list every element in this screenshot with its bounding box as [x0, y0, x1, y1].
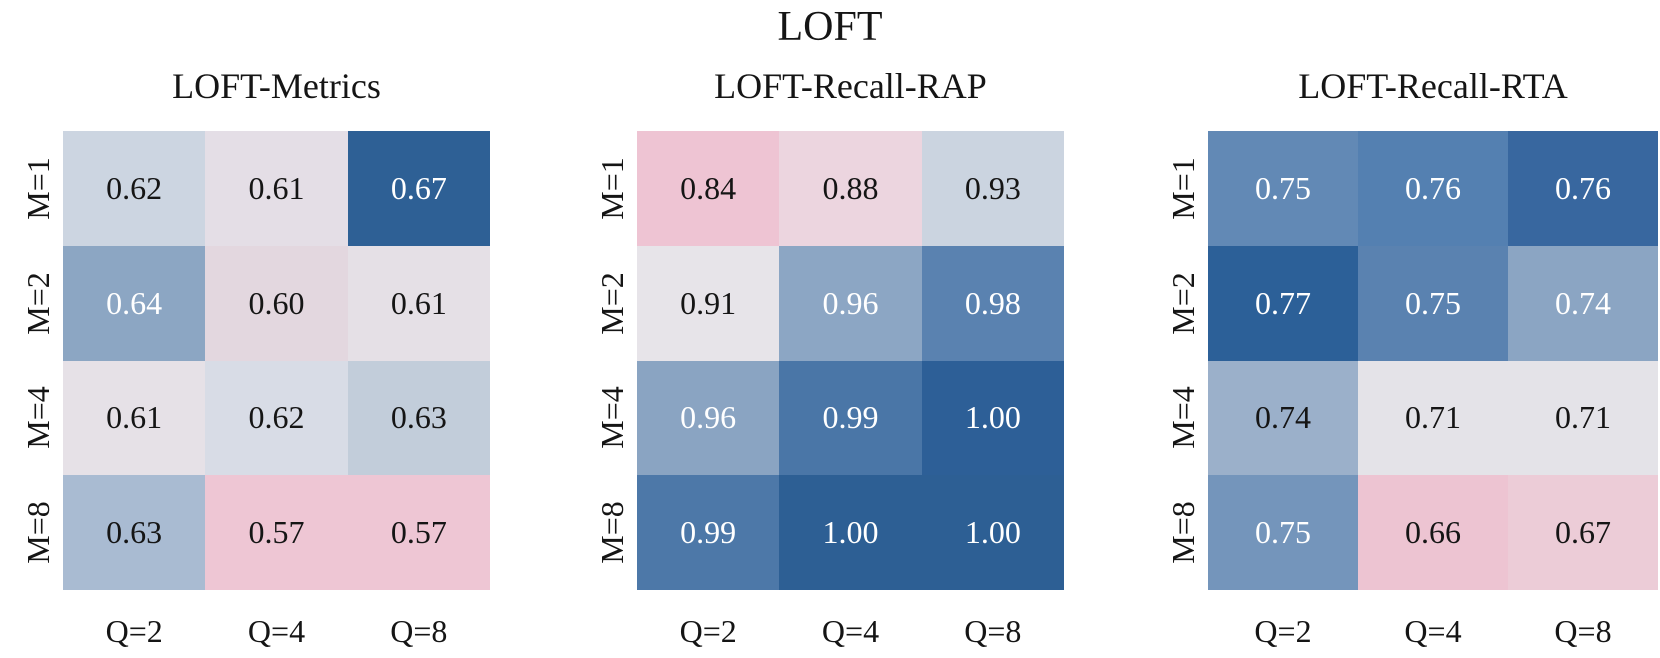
heatmap-cell: 0.99 [779, 360, 922, 476]
x-tick-label: Q=2 [679, 613, 737, 649]
heatmap-cell: 0.76 [1508, 131, 1658, 246]
x-tick-label: Q=4 [821, 613, 880, 649]
heatmap-cell: 0.63 [63, 475, 206, 590]
heatmap-cell: 0.57 [205, 475, 348, 590]
x-axis-tick-labels: Q=2 Q=4 Q=8 [637, 604, 1064, 658]
y-tick-label: M=8 [593, 501, 630, 564]
heatmap-cell: 0.67 [347, 131, 490, 246]
heatmap-cell: 0.88 [779, 131, 922, 246]
heatmap-grid: 0.75 0.76 0.76 0.77 0.75 0.74 0.74 0.71 0.71 0.75… [1208, 131, 1658, 590]
heatmap-cell: 0.75 [1358, 245, 1508, 361]
heatmap-cell: 0.91 [637, 245, 780, 361]
heatmap-cell: 0.75 [1208, 131, 1358, 246]
y-axis-tick-labels: M=1 M=2 M=4 M=8 [581, 131, 637, 590]
heatmap-subtitle: LOFT-Metrics [172, 66, 381, 106]
heatmap-cell: 0.62 [63, 131, 206, 246]
heatmap-cell: 0.67 [1508, 475, 1658, 590]
heatmap-grid: 0.84 0.88 0.93 0.91 0.96 0.98 0.96 0.99 1.00 0.99… [637, 131, 1064, 590]
y-tick-label: M=4 [19, 386, 56, 450]
x-axis-tick-labels: Q=2 Q=4 Q=8 [63, 604, 490, 658]
y-tick-label: M=2 [593, 271, 630, 335]
heatmap-cell: 0.77 [1208, 245, 1358, 361]
x-tick-label: Q=8 [1554, 613, 1612, 649]
heatmap-cell: 0.96 [637, 360, 780, 476]
x-tick-label: Q=8 [964, 613, 1022, 649]
heatmap-cell: 0.74 [1208, 360, 1358, 476]
y-tick-label: M=8 [19, 501, 56, 564]
heatmap-panel-loft-recall-rap: LOFT-Recall-RAP M=1 M=2 M=4 M=8 0.84 0.88 0.9… [581, 0, 1064, 658]
heatmap-cell: 0.61 [63, 360, 206, 476]
y-tick-label: M=1 [593, 157, 630, 220]
figure-title: LOFT [777, 4, 883, 50]
x-tick-label: Q=2 [105, 613, 163, 649]
heatmap-cell: 0.74 [1508, 245, 1658, 361]
heatmap-grid: 0.62 0.61 0.67 0.64 0.60 0.61 0.61 0.62 0.63 0.63… [63, 131, 490, 590]
heatmap-cell: 0.63 [347, 360, 490, 476]
heatmap-cell: 0.76 [1358, 131, 1508, 246]
heatmap-cell: 0.98 [921, 245, 1064, 361]
x-tick-label: Q=4 [1404, 613, 1462, 649]
heatmap-cell: 1.00 [921, 475, 1064, 590]
heatmap-cell: 0.61 [347, 245, 490, 361]
heatmap-subtitle: LOFT-Recall-RTA [1298, 66, 1568, 106]
y-axis-tick-labels: M=1 M=2 M=4 M=8 [1152, 131, 1208, 590]
heatmap-cell: 0.71 [1358, 360, 1508, 476]
heatmap-cell: 0.75 [1208, 475, 1358, 590]
x-tick-label: Q=8 [390, 613, 448, 649]
x-axis-tick-labels: Q=2 Q=4 Q=8 [1208, 604, 1658, 658]
heatmap-subtitle: LOFT-Recall-RAP [714, 66, 987, 106]
heatmap-cell: 0.60 [205, 245, 348, 361]
heatmap-cell: 0.57 [347, 475, 490, 590]
y-tick-label: M=4 [1164, 386, 1201, 450]
heatmap-cell: 0.66 [1358, 475, 1508, 590]
heatmap-cell: 0.62 [205, 360, 348, 476]
heatmap-panel-loft-recall-rta: LOFT-Recall-RTA M=1 M=2 M=4 M=8 0.75 0.76 0.7… [1152, 0, 1658, 658]
heatmap-cell: 0.64 [63, 245, 206, 361]
y-axis-tick-labels: M=1 M=2 M=4 M=8 [7, 131, 63, 590]
heatmap-cell: 0.84 [637, 131, 780, 246]
x-tick-label: Q=2 [1254, 613, 1312, 649]
heatmap-cell: 0.61 [205, 131, 348, 246]
y-tick-label: M=1 [1164, 157, 1201, 220]
y-tick-label: M=2 [1164, 271, 1201, 335]
y-tick-label: M=2 [19, 271, 56, 335]
heatmap-cell: 1.00 [921, 360, 1064, 476]
heatmap-cell: 1.00 [779, 475, 922, 590]
heatmap-panel-loft-metrics: LOFT-Metrics M=1 M=2 M=4 M=8 0.62 0.61 0.67 0.… [7, 0, 490, 658]
heatmap-cell: 0.93 [921, 131, 1064, 246]
heatmap-cell: 0.99 [637, 475, 780, 590]
heatmap-cell: 0.96 [779, 245, 922, 361]
y-tick-label: M=4 [593, 386, 630, 450]
y-tick-label: M=1 [19, 157, 56, 220]
x-tick-label: Q=4 [247, 613, 306, 649]
y-tick-label: M=8 [1164, 501, 1201, 564]
heatmap-cell: 0.71 [1508, 360, 1658, 476]
